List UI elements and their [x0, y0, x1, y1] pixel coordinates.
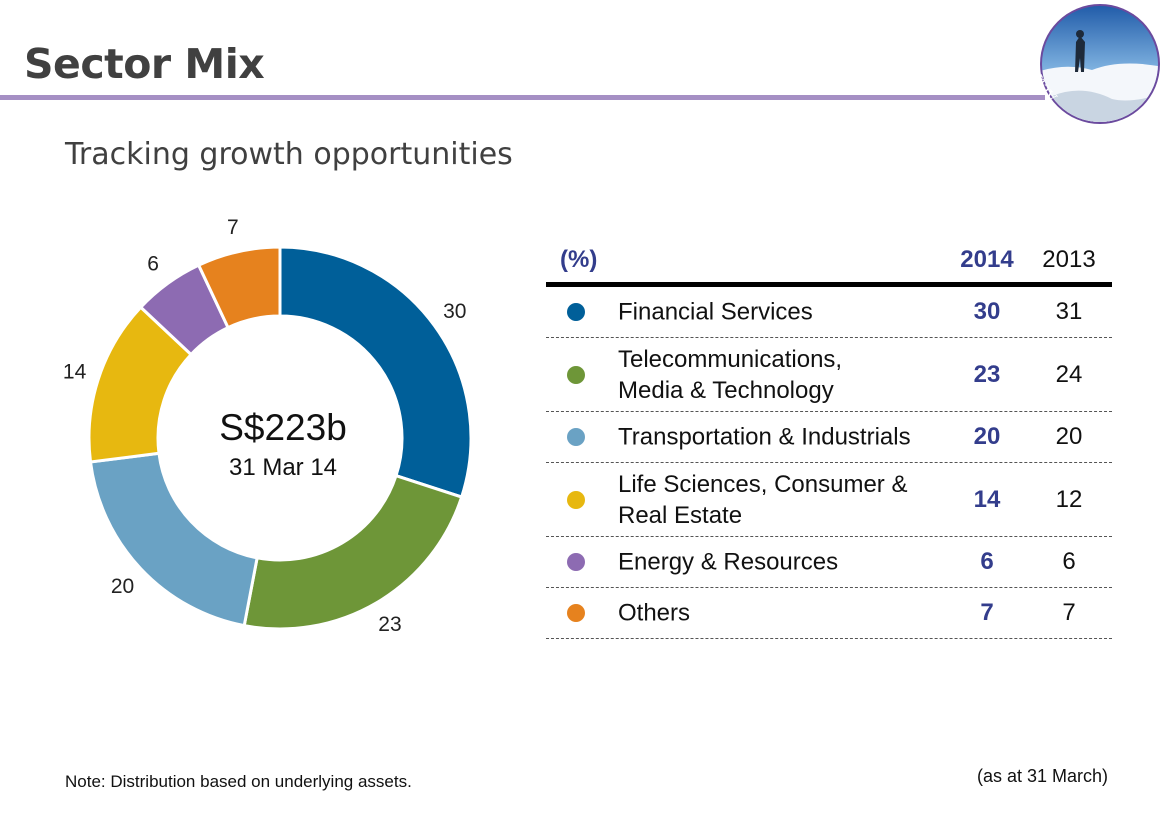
legend-dot-icon	[567, 428, 585, 446]
value-2013: 12	[1055, 485, 1083, 513]
slice-label-6: 7	[227, 216, 239, 239]
slice-label-4: 14	[63, 360, 87, 383]
table-row: Life Sciences, Consumer & Real Estate 14 12	[546, 463, 1112, 537]
active-investor-logo: Active Investor	[1032, 4, 1160, 124]
sector-name: Telecommunications, Media & Technology	[618, 344, 948, 406]
slice-label-3: 20	[111, 575, 134, 598]
legend-dot-icon	[567, 365, 585, 384]
sector-name-line1: Others	[618, 599, 691, 627]
center-date: 31 Mar 14	[229, 454, 337, 481]
footnote: Note: Distribution based on underlying a…	[65, 772, 412, 791]
page-subtitle: Tracking growth opportunities	[65, 137, 513, 172]
value-2014: 6	[980, 548, 994, 575]
value-2014: 14	[973, 485, 1001, 513]
value-2014: 20	[973, 423, 1001, 450]
sector-name: Energy & Resources	[618, 547, 948, 578]
legend-dot-icon	[567, 490, 585, 509]
value-2013: 6	[1062, 548, 1076, 575]
sector-name: Others	[618, 598, 948, 629]
legend-dot-icon	[567, 604, 585, 622]
sector-name: Transportation & Industrials	[618, 422, 948, 453]
table-header: (%) 2014 2013	[546, 240, 1112, 287]
year-2014-header: 2014	[960, 246, 1014, 273]
sector-name-line2: Real Estate	[618, 501, 743, 529]
legend-dot-icon	[567, 553, 585, 571]
table-row: Transportation & Industrials 20 20	[546, 412, 1112, 463]
table-row: Telecommunications, Media & Technology 23 2…	[546, 338, 1112, 412]
legend-dot-icon	[567, 303, 585, 321]
unit-header: (%)	[560, 246, 598, 273]
sector-name-line1: Life Sciences, Consumer &	[618, 470, 908, 498]
donut-slice-6	[196, 245, 282, 330]
value-2014: 23	[973, 360, 1001, 388]
year-2013-header: 2013	[1042, 246, 1096, 273]
slice-label-2: 23	[378, 613, 401, 636]
sector-name: Life Sciences, Consumer & Real Estate	[618, 469, 948, 531]
sector-table: (%) 2014 2013 Financial Services 30 31 Tele…	[546, 240, 1112, 639]
page-title: Sector Mix	[24, 40, 265, 88]
value-2013: 31	[1055, 298, 1083, 325]
donut-slice-1	[278, 245, 473, 499]
value-2013: 7	[1062, 599, 1076, 626]
slice-label-1: 30	[443, 300, 466, 323]
value-2014: 30	[973, 298, 1001, 325]
table-row: Financial Services 30 31	[546, 287, 1112, 338]
value-2013: 20	[1055, 423, 1083, 450]
donut-slice-2	[242, 473, 464, 631]
value-2014: 7	[980, 599, 994, 626]
slice-label-5: 6	[147, 252, 159, 275]
table-row: Energy & Resources 6 6	[546, 537, 1112, 588]
table-row: Others 7 7	[546, 588, 1112, 639]
sector-name-line1: Energy & Resources	[618, 548, 839, 576]
sector-name-line1: Financial Services	[618, 298, 813, 326]
sector-name-line1: Transportation & Industrials	[618, 423, 911, 451]
sector-name: Financial Services	[618, 297, 948, 328]
sector-donut-chart: 30 23 20 14 6 7 S$223b 31 Mar 14	[63, 216, 473, 636]
value-2013: 24	[1055, 360, 1083, 388]
sector-name-line2: Media & Technology	[618, 376, 834, 404]
title-divider	[0, 95, 1045, 100]
sector-name-line1: Telecommunications,	[618, 345, 843, 373]
center-total: S$223b	[219, 407, 347, 448]
as-at-date: (as at 31 March)	[977, 766, 1109, 786]
